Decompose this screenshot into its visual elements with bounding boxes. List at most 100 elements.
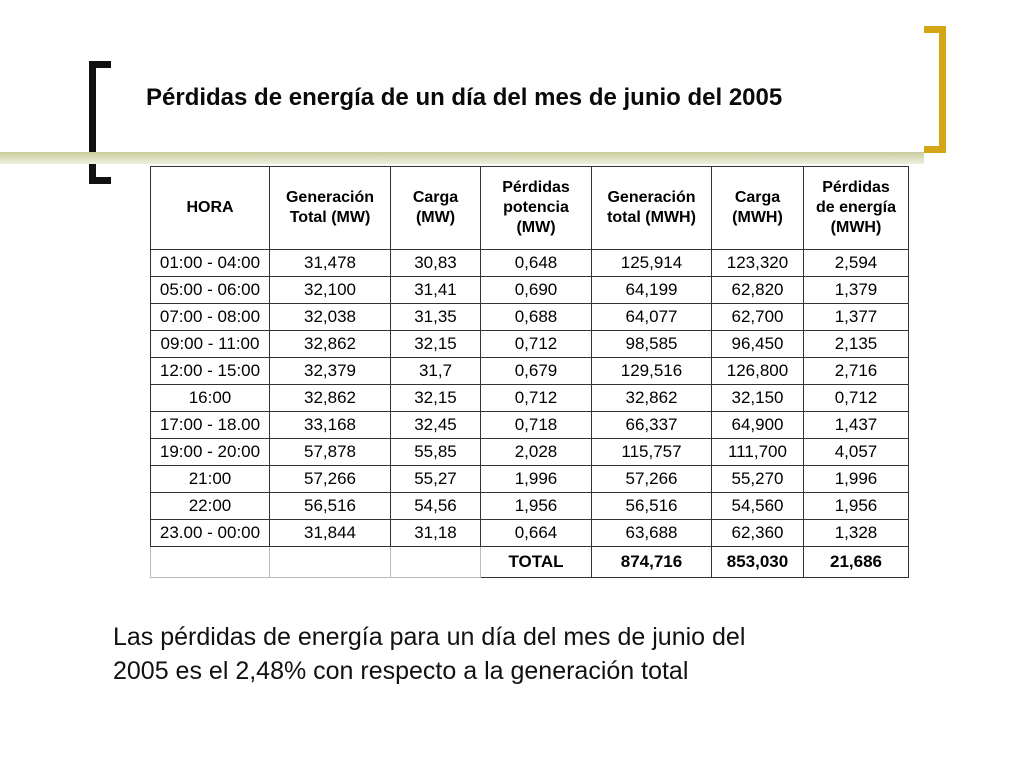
column-header-line: potencia — [503, 199, 569, 216]
table-cell: 32,038 — [269, 303, 391, 331]
table-cell: 125,914 — [591, 249, 712, 277]
total-row: TOTAL 874,716 853,030 21,686 — [150, 546, 909, 578]
right-bracket-decoration — [924, 26, 946, 153]
left-bracket-decoration — [89, 61, 111, 184]
column-header: Pérdidas de energía (MWH) — [803, 166, 909, 250]
table-cell: 1,437 — [803, 411, 909, 439]
column-header-line: Pérdidas — [502, 179, 570, 196]
column-header-line: (MWH) — [830, 219, 882, 236]
table-row: 22:00 56,516 54,56 1,956 56,516 54,560 1,956 — [150, 492, 909, 520]
table-cell: 0,664 — [480, 519, 592, 547]
table-cell: 33,168 — [269, 411, 391, 439]
table-cell: 4,057 — [803, 438, 909, 466]
table-row: 07:00 - 08:00 32,038 31,35 0,688 64,077 62,70… — [150, 303, 909, 331]
table-cell: 2,135 — [803, 330, 909, 358]
table-cell: 0,712 — [480, 384, 592, 412]
column-header-line: de energía — [815, 199, 897, 216]
table-cell: 01:00 - 04:00 — [150, 249, 270, 277]
table-cell: 1,379 — [803, 276, 909, 304]
table-cell: 0,718 — [480, 411, 592, 439]
conclusion-text: Las pérdidas de energía para un día del … — [113, 620, 923, 688]
table-row: 21:00 57,266 55,27 1,996 57,266 55,270 1,996 — [150, 465, 909, 493]
column-header-line: (MW) — [415, 209, 456, 226]
accent-line — [0, 152, 924, 164]
table-cell: 1,996 — [803, 465, 909, 493]
table-cell: 22:00 — [150, 492, 270, 520]
table-cell: 12:00 - 15:00 — [150, 357, 270, 385]
table-cell: 32,15 — [390, 330, 481, 358]
empty-cell — [390, 546, 481, 578]
table-row: 09:00 - 11:00 32,862 32,15 0,712 98,585 96,45… — [150, 330, 909, 358]
table-row: 17:00 - 18.00 33,168 32,45 0,718 66,337 64,90… — [150, 411, 909, 439]
table-cell: 30,83 — [390, 249, 481, 277]
empty-cell — [150, 546, 270, 578]
column-header-line: Carga — [734, 189, 781, 206]
table-row: 19:00 - 20:00 57,878 55,85 2,028 115,757 111,… — [150, 438, 909, 466]
table-cell: 31,478 — [269, 249, 391, 277]
table-cell: 54,560 — [711, 492, 804, 520]
table-cell: 32,862 — [269, 384, 391, 412]
table-cell: 07:00 - 08:00 — [150, 303, 270, 331]
table-cell: 123,320 — [711, 249, 804, 277]
table-cell: 57,266 — [269, 465, 391, 493]
table-cell: 31,35 — [390, 303, 481, 331]
column-header: Pérdidas potencia (MW) — [480, 166, 592, 250]
column-header: HORA — [150, 166, 270, 250]
table-cell: 23.00 - 00:00 — [150, 519, 270, 547]
table-cell: 31,41 — [390, 276, 481, 304]
conclusion-line: 2005 es el 2,48% con respecto a la gener… — [113, 657, 689, 685]
table-cell: 0,679 — [480, 357, 592, 385]
table-cell: 1,377 — [803, 303, 909, 331]
table-cell: 1,956 — [480, 492, 592, 520]
table-cell: 64,900 — [711, 411, 804, 439]
table-row: 23.00 - 00:00 31,844 31,18 0,664 63,688 62,36… — [150, 519, 909, 547]
table-row: 16:00 32,862 32,15 0,712 32,862 32,150 0,712 — [150, 384, 909, 412]
table-cell: 0,712 — [803, 384, 909, 412]
table-cell: 32,379 — [269, 357, 391, 385]
column-header: Generación Total (MW) — [269, 166, 391, 250]
empty-cell — [269, 546, 391, 578]
table-header-row: HORA Generación Total (MW) Carga (MW) Pérdida… — [150, 166, 909, 250]
table-cell: 31,844 — [269, 519, 391, 547]
table-cell: 31,7 — [390, 357, 481, 385]
table-cell: 21:00 — [150, 465, 270, 493]
table-cell: 0,690 — [480, 276, 592, 304]
table-cell: 05:00 - 06:00 — [150, 276, 270, 304]
table-cell: 2,716 — [803, 357, 909, 385]
column-header-line: Pérdidas — [822, 179, 890, 196]
table-row: 12:00 - 15:00 32,379 31,7 0,679 129,516 126,8… — [150, 357, 909, 385]
table-cell: 17:00 - 18.00 — [150, 411, 270, 439]
table-cell: 32,45 — [390, 411, 481, 439]
table-cell: 19:00 - 20:00 — [150, 438, 270, 466]
table-cell: 66,337 — [591, 411, 712, 439]
total-generation-mwh: 874,716 — [591, 546, 712, 578]
column-header-line: Generación — [285, 189, 375, 206]
table-cell: 55,27 — [390, 465, 481, 493]
total-energy-losses-mwh: 21,686 — [803, 546, 909, 578]
table-cell: 32,150 — [711, 384, 804, 412]
table-cell: 0,712 — [480, 330, 592, 358]
conclusion-line: Las pérdidas de energía para un día del … — [113, 623, 746, 651]
column-header-line: HORA — [186, 199, 234, 216]
table-cell: 62,820 — [711, 276, 804, 304]
total-label: TOTAL — [480, 546, 592, 578]
column-header: Generación total (MWH) — [591, 166, 712, 250]
table-cell: 2,028 — [480, 438, 592, 466]
column-header: Carga (MWH) — [711, 166, 804, 250]
table-cell: 64,077 — [591, 303, 712, 331]
table-row: 05:00 - 06:00 32,100 31,41 0,690 64,199 62,82… — [150, 276, 909, 304]
table-cell: 32,862 — [269, 330, 391, 358]
table-cell: 56,516 — [269, 492, 391, 520]
column-header: Carga (MW) — [390, 166, 481, 250]
table-cell: 55,85 — [390, 438, 481, 466]
column-header-line: Carga — [412, 189, 459, 206]
table-cell: 64,199 — [591, 276, 712, 304]
table-cell: 1,996 — [480, 465, 592, 493]
column-header-line: total (MWH) — [607, 209, 696, 226]
column-header-line: (MW) — [516, 219, 556, 236]
table-cell: 57,878 — [269, 438, 391, 466]
table-cell: 32,100 — [269, 276, 391, 304]
table-cell: 0,688 — [480, 303, 592, 331]
table-cell: 0,648 — [480, 249, 592, 277]
